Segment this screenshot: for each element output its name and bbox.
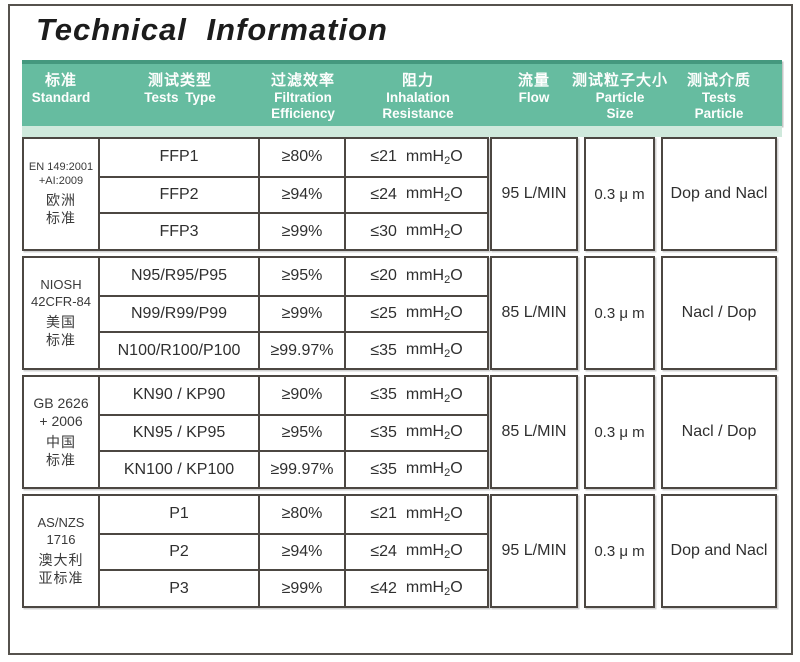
resistance-cell: ≤20 mmH2O xyxy=(370,266,463,286)
efficiency-cell: ≥99.97% xyxy=(260,331,346,368)
tests-type-cell: P2 xyxy=(100,532,260,570)
flow-cell: 85 L/MIN xyxy=(490,375,578,489)
resistance-cell: ≤21 mmH2O xyxy=(370,147,463,167)
resistance-cell: ≤30 mmH2O xyxy=(346,212,487,249)
resistance-cell: ≤42 mmH2O xyxy=(346,569,487,606)
efficiency-cell: ≥95% xyxy=(260,413,346,451)
tests-type-cell: N95/R95/P95 xyxy=(100,258,260,295)
group-asnzs-table: AS/NZS 1716 澳大利 亚标准 P1 ≥80% ≤21 mmH2O P2… xyxy=(22,494,489,608)
tests-type-cell: FFP3 xyxy=(100,212,260,249)
group-en149: EN 149:2001 +AI:2009 欧洲 标准 FFP1 ≥80% ≤21… xyxy=(22,137,782,251)
resistance-cell: ≤35 mmH2O xyxy=(370,385,463,405)
table-header xyxy=(22,60,782,126)
flow-cell: 95 L/MIN xyxy=(490,137,578,251)
header-col-tests-particle: 测试介质 Tests Particle xyxy=(686,72,751,121)
header-col-filtration-efficiency: 过滤效率 Filtration Efficiency xyxy=(270,72,335,121)
efficiency-cell: ≥80% xyxy=(260,496,346,533)
flow-cell: 85 L/MIN xyxy=(490,256,578,370)
resistance-cell: ≤35 mmH2O xyxy=(346,413,487,451)
tests-type-cell: N99/R99/P99 xyxy=(100,294,260,332)
tests-type-cell: FFP2 xyxy=(100,175,260,213)
header-col-inhalation-resistance: 阻力 Inhalation Resistance xyxy=(382,72,454,121)
efficiency-cell: ≥94% xyxy=(260,532,346,570)
particle-size-cell: 0.3 μ m xyxy=(584,494,655,608)
efficiency-cell: ≥90% xyxy=(260,377,346,414)
efficiency-cell: ≥99% xyxy=(260,294,346,332)
header-col-flow: 流量 Flow xyxy=(517,72,550,105)
resistance-cell: ≤25 mmH2O xyxy=(346,294,487,332)
standard-cell: NIOSH 42CFR-84 美国 标准 xyxy=(24,258,100,368)
efficiency-cell: ≥99.97% xyxy=(260,450,346,487)
resistance-cell: ≤35 mmH2O xyxy=(346,331,487,368)
tests-type-cell: KN95 / KP95 xyxy=(100,413,260,451)
test-medium-cell: Dop and Nacl xyxy=(661,494,777,608)
group-en149-table: EN 149:2001 +AI:2009 欧洲 标准 FFP1 ≥80% ≤21… xyxy=(22,137,489,251)
group-asnzs: AS/NZS 1716 澳大利 亚标准 P1 ≥80% ≤21 mmH2O P2… xyxy=(22,494,782,608)
efficiency-cell: ≥94% xyxy=(260,175,346,213)
test-medium-cell: Dop and Nacl xyxy=(661,137,777,251)
particle-size-cell: 0.3 μ m xyxy=(584,375,655,489)
group-niosh: NIOSH 42CFR-84 美国 标准 N95/R95/P95 ≥95% ≤2… xyxy=(22,256,782,370)
header-col-particle-size: 测试粒子大小 Particle Size xyxy=(571,72,668,121)
header-col-tests-type: 测试类型 Tests Type xyxy=(144,72,216,105)
resistance-cell: ≤35 mmH2O xyxy=(346,450,487,487)
spec-table: 标准 Standard 测试类型 Tests Type 过滤效率 Filtrat… xyxy=(22,60,782,608)
header-fade-strip xyxy=(22,126,782,137)
resistance-unit: mmH2O xyxy=(405,147,463,167)
test-medium-cell: Nacl / Dop xyxy=(661,256,777,370)
particle-size-cell: 0.3 μ m xyxy=(584,137,655,251)
header-col-standard: 标准 Standard xyxy=(1,60,121,126)
efficiency-cell: ≥95% xyxy=(260,258,346,295)
header-standard-cjk: 标准 xyxy=(44,72,77,89)
efficiency-cell: ≥99% xyxy=(260,569,346,606)
page-title: Technical Information xyxy=(36,12,388,47)
tests-type-cell: KN100 / KP100 xyxy=(100,450,260,487)
resistance-cell: ≤21 mmH2O xyxy=(370,504,463,524)
resistance-cell: ≤24 mmH2O xyxy=(346,175,487,213)
header-standard-en: Standard xyxy=(31,90,91,105)
efficiency-cell: ≥99% xyxy=(260,212,346,249)
particle-size-cell: 0.3 μ m xyxy=(584,256,655,370)
efficiency-cell: ≥80% xyxy=(260,139,346,176)
standard-cell: GB 2626 + 2006 中国 标准 xyxy=(24,377,100,487)
group-niosh-table: NIOSH 42CFR-84 美国 标准 N95/R95/P95 ≥95% ≤2… xyxy=(22,256,489,370)
group-gb2626-table: GB 2626 + 2006 中国 标准 KN90 / KP90 ≥90% ≤3… xyxy=(22,375,489,489)
resistance-cell: ≤24 mmH2O xyxy=(346,532,487,570)
tests-type-cell: FFP1 xyxy=(100,139,260,176)
standard-cell: AS/NZS 1716 澳大利 亚标准 xyxy=(24,496,100,606)
test-medium-cell: Nacl / Dop xyxy=(661,375,777,489)
tests-type-cell: P3 xyxy=(100,569,260,606)
tests-type-cell: P1 xyxy=(100,496,260,533)
flow-cell: 95 L/MIN xyxy=(490,494,578,608)
group-gb2626: GB 2626 + 2006 中国 标准 KN90 / KP90 ≥90% ≤3… xyxy=(22,375,782,489)
tests-type-cell: N100/R100/P100 xyxy=(100,331,260,368)
technical-info-card: Technical Information 标准 Standard 测试类型 T… xyxy=(8,4,793,655)
standard-cell: EN 149:2001 +AI:2009 欧洲 标准 xyxy=(24,139,100,249)
tests-type-cell: KN90 / KP90 xyxy=(100,377,260,414)
